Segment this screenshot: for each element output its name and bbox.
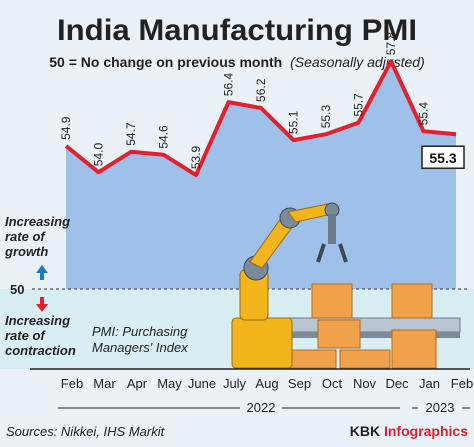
x-tick-label: Jan bbox=[419, 376, 440, 391]
value-label: 55.3 bbox=[429, 150, 456, 166]
chart-title: India Manufacturing PMI bbox=[57, 14, 417, 47]
x-tick-label: June bbox=[188, 376, 216, 391]
year-2022-bracket: 2022 bbox=[58, 400, 400, 415]
value-label: 56.4 bbox=[222, 72, 236, 96]
value-label: 55.4 bbox=[417, 102, 431, 126]
growth-area bbox=[66, 61, 456, 290]
value-label: 56.2 bbox=[254, 78, 268, 102]
x-tick-label: Nov bbox=[353, 376, 377, 391]
x-tick-label: Sep bbox=[288, 376, 311, 391]
chart-subtitle: 50 = No change on previous month (Season… bbox=[49, 54, 425, 70]
value-label: 55.3 bbox=[319, 105, 333, 129]
value-label: 53.9 bbox=[189, 145, 203, 169]
robot-arm-illustration bbox=[231, 202, 461, 369]
value-label: 57.8 bbox=[384, 32, 398, 56]
x-tick-label: Feb bbox=[61, 376, 83, 391]
x-tick-label: Feb bbox=[451, 376, 473, 391]
latest-value-box bbox=[421, 145, 465, 169]
year-2023-label: 2023 bbox=[426, 400, 455, 415]
year-2023-bracket: 2023 bbox=[412, 400, 470, 415]
baseline-label: 50 bbox=[10, 282, 24, 297]
x-tick-label: Aug bbox=[255, 376, 278, 391]
x-tick-label: Dec bbox=[385, 376, 409, 391]
x-tick-label: May bbox=[157, 376, 182, 391]
up-arrow-icon bbox=[36, 265, 48, 280]
pmi-note: PMI: Purchasing Managers' Index bbox=[92, 324, 191, 355]
year-2022-label: 2022 bbox=[247, 400, 276, 415]
value-label: 54.0 bbox=[92, 143, 106, 167]
contraction-label: Increasing rate of contraction bbox=[5, 313, 76, 358]
x-tick-label: Apr bbox=[127, 376, 148, 391]
subtitle-note: (Seasonally adjusted) bbox=[290, 54, 425, 70]
x-tick-label: Oct bbox=[322, 376, 343, 391]
x-tick-label: Mar bbox=[93, 376, 116, 391]
value-label: 54.6 bbox=[157, 125, 171, 149]
x-tick-label: July bbox=[223, 376, 247, 391]
value-label: 55.1 bbox=[287, 110, 301, 134]
down-arrow-icon bbox=[36, 297, 48, 312]
pmi-line bbox=[64, 59, 457, 178]
value-label: 54.7 bbox=[124, 122, 138, 146]
sources-text: Sources: Nikkei, IHS Markit bbox=[6, 424, 166, 439]
growth-label: Increasing rate of growth bbox=[4, 214, 74, 259]
value-label: 54.9 bbox=[59, 116, 73, 140]
subtitle-main: 50 = No change on previous month bbox=[49, 54, 282, 70]
credit-text: KBK Infographics bbox=[350, 423, 468, 439]
value-label: 55.7 bbox=[352, 93, 366, 117]
